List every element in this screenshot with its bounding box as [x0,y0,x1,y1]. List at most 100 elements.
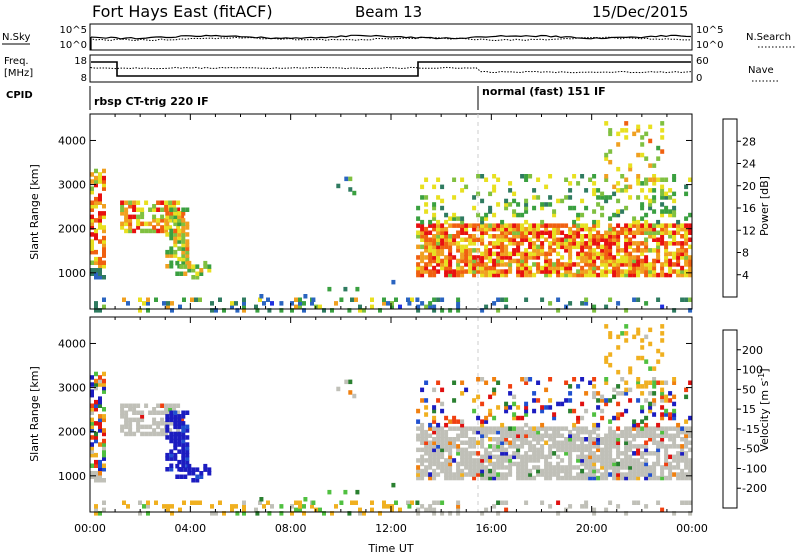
velocity-cell-520 [476,468,481,474]
velocity-cell-834 [588,475,593,481]
power-cell-1419 [656,297,661,302]
power-cell-100 [136,221,141,227]
velocity-cell-1008 [644,440,649,445]
velocity-cell-233 [179,474,184,479]
power-cell-469 [456,241,461,246]
power-cell-1292 [652,188,657,193]
power-cell-1211 [540,219,545,225]
velocity-cell-1102 [680,429,685,435]
velocity-cell-96 [132,410,137,415]
velocity-cell-138 [164,407,169,412]
velocity-cell-475 [460,468,465,474]
power-cell-287 [242,301,246,306]
velocity-cell-620 [508,433,513,438]
velocity-cell-1040 [656,433,661,438]
velocity-cell-382 [428,465,433,470]
power-cell-754 [556,237,561,242]
velocity-cell-1035 [656,454,661,460]
velocity-cell-140 [168,428,173,433]
power-cell-422 [440,248,445,253]
velocity-cell-597 [500,433,505,438]
velocity-cell-1349 [632,334,637,340]
velocity-cell-213 [181,435,186,440]
power-cell-1330 [604,121,609,126]
velocity-cell-1347 [628,369,633,375]
power-cell-280 [218,297,222,302]
velocity-cell-507 [472,475,477,481]
velocity-cell-692 [536,472,541,477]
velocity-cell-729 [548,454,553,460]
power-cell-1076 [672,251,677,257]
power-cell-298 [298,304,302,310]
power-cell-583 [496,234,501,239]
velocity-cell-705 [540,468,545,474]
velocity-cell-839 [588,458,593,463]
velocity-cell-914 [612,440,617,445]
velocity-cell-1289 [652,412,657,417]
power-cell-553 [488,269,493,274]
power-cell-612 [508,269,513,274]
noise-strip: N.Sky 10^5 10^0 10^5 10^0 N.Search [2,23,796,51]
power-cell-1386 [440,297,445,302]
velocity-cell-494 [464,429,469,435]
power-colorbar-frame [722,118,738,298]
power-cell-873 [600,262,605,267]
velocity-cell-1056 [664,454,669,460]
velocity-cell-351 [416,465,421,470]
velocity-cell-2 [90,452,94,458]
velocity-cell-816 [580,451,585,456]
velocity-cell-56 [102,428,106,433]
velocity-cell-378 [424,433,429,438]
power-cell-758 [560,272,565,278]
power-cell-423 [440,244,445,250]
power-ytick-label-0: 1000 [58,267,86,280]
velocity-cell-24 [94,421,98,426]
power-cell-1011 [644,223,649,228]
velocity-cell-82 [124,421,129,426]
velocity-cell-376 [424,440,429,445]
power-cell-736 [552,269,557,274]
velocity-cell-727 [548,465,553,470]
power-cell-161 [180,214,185,220]
power-cell-488 [464,255,469,260]
power-cell-761 [560,255,565,260]
velocity-cell-313 [358,507,362,513]
velocity-cell-1415 [624,511,629,516]
velocity-cell-701 [536,433,541,438]
velocity-cell-1263 [616,401,621,407]
power-cell-93 [128,200,133,205]
velocity-cell-811 [580,472,585,477]
velocity-cell-1181 [496,405,501,410]
power-cell-983 [636,248,641,253]
power-cell-1149 [444,219,449,225]
velocity-cell-535 [480,444,485,449]
power-cell-343 [336,183,341,189]
velocity-cell-380 [428,475,433,481]
velocity-cell-531 [480,465,485,470]
power-cell-262 [142,301,146,306]
power-cell-451 [448,241,453,246]
power-cell-987 [636,226,641,232]
velocity-cell-137 [164,410,169,415]
velocity-cell-335 [327,489,332,495]
velocity-cell-3 [90,449,94,454]
power-cell-937 [620,230,625,235]
velocity-cell-104 [136,403,141,408]
velocity-cell-1114 [684,433,689,438]
power-cell-903 [608,234,613,239]
velocity-cell-16 [90,382,94,387]
velocity-cell-68 [94,474,98,479]
power-cell-867 [596,237,601,242]
velocity-cell-439 [444,437,449,442]
power-cell-151 [176,225,181,230]
velocity-cell-602 [504,465,509,470]
power-cell-512 [472,255,477,260]
velocity-cell-35 [98,442,102,447]
velocity-cell-1316 [672,401,677,407]
velocity-cell-652 [520,444,525,449]
power-cell-530 [480,265,485,271]
power-colorbar-label: Power [dB] [758,176,771,236]
power-ytick-label-2: 3000 [58,179,86,192]
velocity-cell-501 [468,454,473,460]
